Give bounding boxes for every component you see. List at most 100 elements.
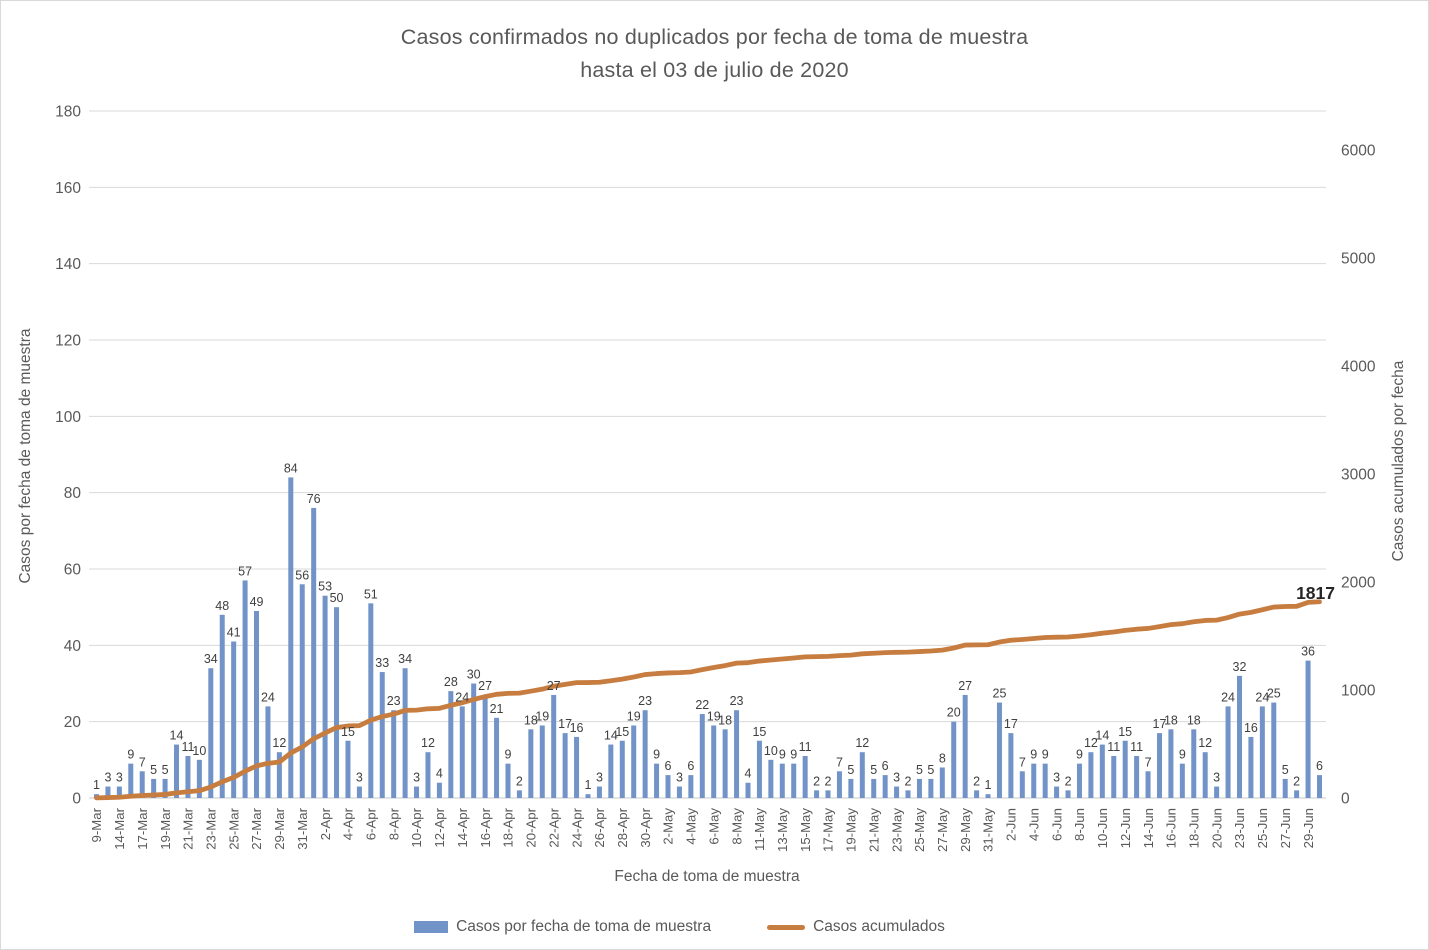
bar	[848, 778, 854, 798]
bar-value-label: 9	[1076, 748, 1083, 762]
bar	[1248, 736, 1254, 798]
bar-value-label: 17	[558, 717, 572, 731]
svg-text:1000: 1000	[1341, 683, 1376, 700]
bar-value-label: 18	[718, 713, 732, 727]
x-tick-label: 4-May	[684, 808, 699, 845]
bar-value-label: 16	[1244, 721, 1258, 735]
bar	[1076, 763, 1082, 798]
bar-value-label: 24	[261, 690, 275, 704]
bar	[311, 507, 317, 798]
bar	[288, 477, 294, 798]
bar-value-label: 16	[570, 721, 584, 735]
x-tick-label: 25-Jun	[1255, 808, 1270, 848]
bar	[116, 786, 122, 798]
bar	[882, 775, 888, 798]
bar	[1259, 706, 1265, 798]
bar	[608, 744, 614, 798]
x-tick-label: 6-Jun	[1049, 808, 1064, 841]
bar-value-label: 9	[1042, 748, 1049, 762]
bar	[105, 786, 111, 798]
legend-item-line: Casos acumulados	[767, 918, 945, 936]
bar-value-label: 7	[836, 755, 843, 769]
x-tick-label: 27-Jun	[1278, 808, 1293, 848]
bar	[1099, 744, 1105, 798]
bar-value-label: 23	[387, 694, 401, 708]
bar	[1134, 756, 1140, 798]
bar	[585, 794, 591, 798]
bar-value-label: 5	[916, 763, 923, 777]
x-axis-title: Fecha de toma de muestra	[614, 868, 800, 885]
bar	[231, 641, 237, 798]
bar-value-label: 2	[1065, 774, 1072, 788]
bar	[996, 702, 1002, 798]
bar	[402, 668, 408, 798]
x-tick-label: 29-May	[958, 808, 973, 852]
bar	[1008, 733, 1014, 798]
bar-value-label: 21	[490, 702, 504, 716]
bar-value-label: 48	[215, 599, 229, 613]
x-tick-label: 8-Jun	[1072, 808, 1087, 841]
x-tick-label: 29-Jun	[1301, 808, 1316, 848]
bar-value-label: 34	[204, 652, 218, 666]
x-tick-label: 20-Apr	[524, 807, 539, 847]
bar	[1179, 763, 1185, 798]
bar-value-label: 27	[478, 679, 492, 693]
bar-value-label: 53	[318, 580, 332, 594]
bar	[1202, 752, 1208, 798]
chart-title-line2: hasta el 03 de julio de 2020	[580, 58, 849, 82]
bar-value-label: 5	[927, 763, 934, 777]
svg-text:6000: 6000	[1341, 143, 1376, 160]
gridlines	[89, 110, 1326, 799]
bar-value-label: 2	[813, 774, 820, 788]
bar-value-label: 27	[547, 679, 561, 693]
x-tick-label: 4-Apr	[341, 807, 356, 840]
bar-value-label: 18	[1187, 713, 1201, 727]
x-tick-label: 15-May	[798, 808, 813, 852]
x-tick-label: 16-Apr	[478, 807, 493, 847]
bar-value-label: 14	[170, 729, 184, 743]
bar-value-label: 25	[1267, 687, 1281, 701]
legend-item-bars: Casos por fecha de toma de muestra	[414, 918, 711, 936]
bar	[939, 767, 945, 798]
x-tick-label: 28-Apr	[615, 807, 630, 847]
bar	[368, 603, 374, 798]
bar-value-label: 18	[524, 713, 538, 727]
bar	[676, 786, 682, 798]
bar-value-label: 50	[330, 591, 344, 605]
svg-text:80: 80	[64, 485, 82, 502]
bar	[1054, 786, 1060, 798]
x-tick-label: 9-Mar	[89, 807, 104, 842]
svg-text:100: 100	[55, 409, 81, 426]
line-series-swatch-icon	[767, 924, 806, 930]
bar	[1019, 771, 1025, 798]
x-tick-label: 18-Apr	[501, 807, 516, 847]
bar	[1156, 733, 1162, 798]
x-tick-label: 25-Mar	[226, 807, 241, 849]
bar-value-label: 19	[535, 709, 549, 723]
svg-text:20: 20	[64, 714, 82, 731]
bar-value-label: 7	[1145, 755, 1152, 769]
bar	[1282, 778, 1288, 798]
bar	[219, 614, 225, 798]
bar	[1294, 790, 1300, 798]
bar-value-label: 1	[585, 778, 592, 792]
bar-value-label: 17	[1153, 717, 1167, 731]
x-tick-label: 21-May	[866, 808, 881, 852]
bar-value-label: 1	[985, 778, 992, 792]
bar	[1031, 763, 1037, 798]
bar	[1088, 752, 1094, 798]
bar	[734, 710, 740, 798]
bar-value-label: 36	[1301, 645, 1315, 659]
bar	[528, 729, 534, 798]
svg-text:40: 40	[64, 638, 82, 655]
bar	[1305, 660, 1311, 798]
chart-title-line1: Casos confirmados no duplicados por fech…	[400, 25, 1029, 49]
svg-text:2000: 2000	[1341, 575, 1376, 592]
svg-text:60: 60	[64, 562, 82, 579]
bar-value-label: 6	[882, 759, 889, 773]
svg-text:0: 0	[72, 791, 81, 808]
x-tick-label: 12-Jun	[1118, 808, 1133, 848]
bar	[299, 584, 305, 798]
x-tick-label: 2-Apr	[318, 807, 333, 840]
bar-value-label: 14	[1095, 729, 1109, 743]
